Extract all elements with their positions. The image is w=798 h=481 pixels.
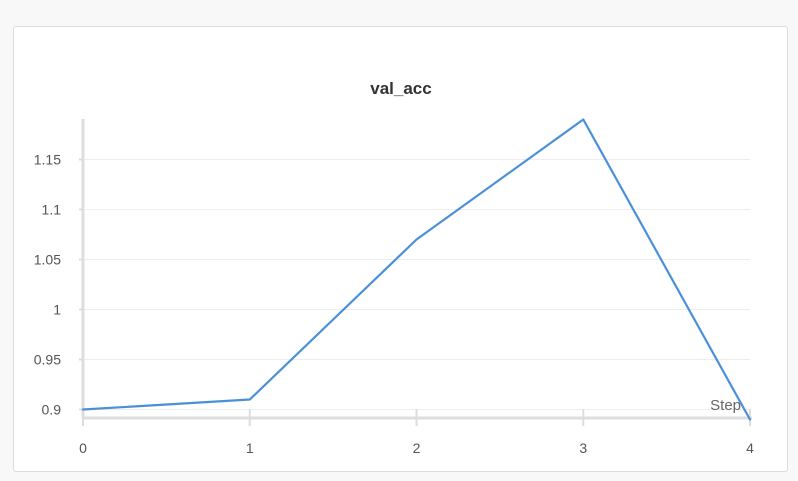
- x-tick-label: 0: [79, 440, 87, 456]
- y-tick-label: 1.05: [34, 252, 61, 268]
- x-axis-label: Step: [710, 397, 741, 414]
- x-tick-label: 3: [579, 440, 587, 456]
- series-layer: [81, 118, 752, 421]
- chart-panel: [13, 26, 788, 472]
- x-tick-label: 1: [246, 440, 254, 456]
- y-tick-label: 1.15: [34, 152, 61, 168]
- x-tick-label: 4: [746, 440, 754, 456]
- chart-title: val_acc: [370, 79, 431, 98]
- series-line: [81, 118, 752, 421]
- y-axis-ticks: 0.9 0.95 1 1.05 1.1 1.15: [34, 152, 83, 418]
- y-tick-label: 1: [53, 302, 61, 318]
- y-tick-label: 0.9: [42, 402, 62, 418]
- gridlines: [83, 159, 750, 410]
- x-axis-ticks: 0 1 2 3 4: [79, 409, 754, 456]
- y-tick-label: 0.95: [34, 352, 61, 368]
- y-tick-label: 1.1: [42, 202, 62, 218]
- x-tick-label: 2: [413, 440, 421, 456]
- axes: [81, 119, 752, 420]
